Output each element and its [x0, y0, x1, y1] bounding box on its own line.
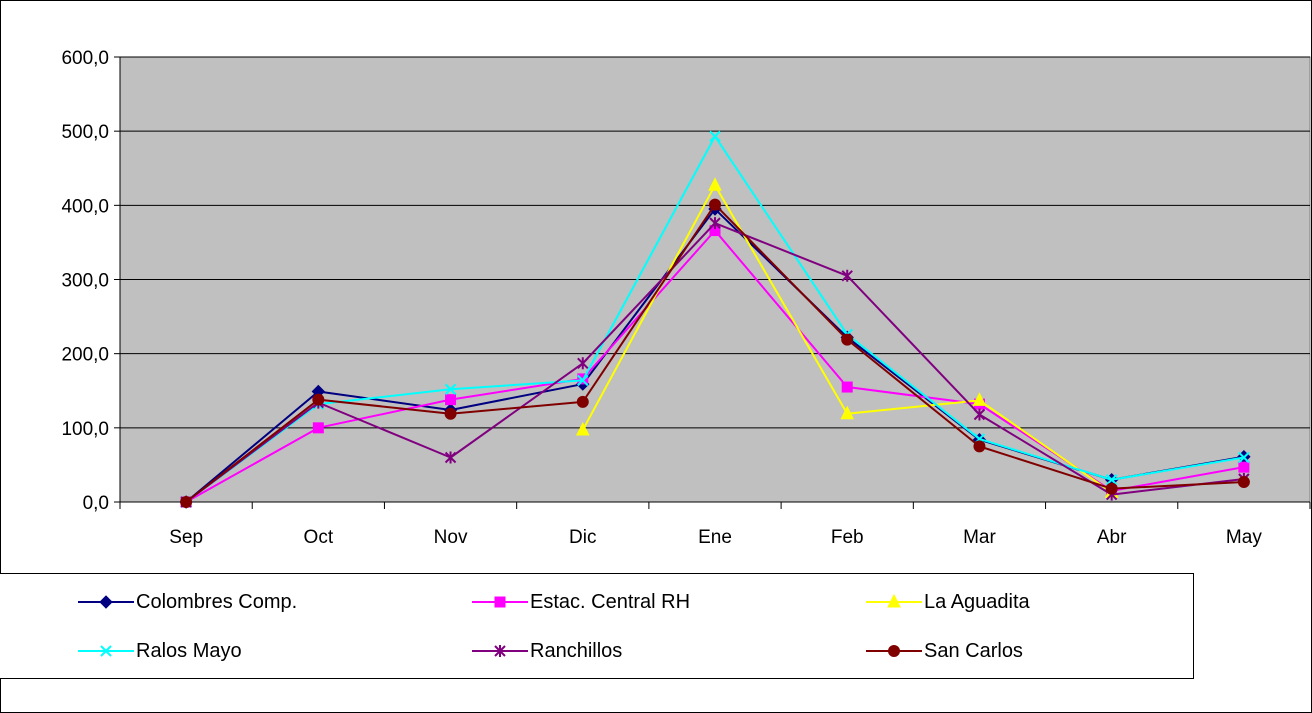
data-point — [444, 407, 457, 420]
legend-label: San Carlos — [924, 639, 1023, 662]
legend: Colombres Comp. Estac. Central RH La Aguad… — [0, 573, 1194, 679]
data-point — [841, 333, 854, 346]
legend-label: Ranchillos — [530, 639, 623, 662]
legend-label: Estac. Central RH — [530, 590, 691, 613]
x-tick-label: Oct — [304, 527, 334, 548]
data-point — [1105, 482, 1118, 495]
y-tick-label: 300,0 — [61, 271, 109, 292]
data-point — [709, 198, 721, 211]
legend-label: Ralos Mayo — [136, 639, 242, 662]
series-group — [180, 198, 1250, 508]
y-tick-label: 200,0 — [61, 345, 109, 366]
x-tick-label: Mar — [963, 527, 996, 548]
x-axis: Sep Oct Nov Dic Ene Feb Mar Abr May — [119, 501, 1311, 548]
y-tick-label: 600,0 — [61, 48, 109, 69]
data-point — [972, 392, 987, 406]
data-point — [1238, 461, 1250, 473]
data-point — [444, 383, 457, 395]
legend-item: Colombres Comp. — [78, 588, 297, 616]
legend-marker — [100, 645, 112, 657]
legend-item: San Carlos — [866, 637, 1023, 665]
legend-item: Estac. Central RH — [472, 588, 690, 616]
x-tick-label: Dic — [569, 527, 596, 548]
legend-swatch — [78, 645, 134, 657]
legend-swatch — [866, 593, 922, 608]
x-tick-label: Abr — [1097, 527, 1127, 548]
data-point — [312, 422, 324, 434]
legend-swatch — [866, 645, 922, 657]
y-tick-label: 400,0 — [61, 196, 109, 217]
legend-swatch — [472, 645, 528, 657]
data-point — [841, 269, 853, 282]
legend-item: Ranchillos — [472, 637, 622, 665]
y-tick-label: 500,0 — [61, 122, 109, 143]
x-tick-label: Feb — [831, 527, 864, 548]
data-point — [1238, 451, 1250, 464]
data-point — [577, 357, 589, 370]
data-point — [180, 496, 193, 508]
data-point — [312, 393, 325, 406]
data-point — [708, 177, 722, 191]
legend-marker — [494, 596, 506, 608]
data-point — [1237, 475, 1250, 488]
data-point — [445, 394, 457, 406]
legend-marker — [887, 593, 901, 608]
data-point — [841, 381, 853, 393]
data-point — [973, 408, 986, 421]
data-point — [973, 440, 986, 453]
data-point — [577, 374, 589, 387]
legend-marker — [494, 645, 506, 657]
data-point — [444, 451, 457, 464]
data-point — [575, 421, 590, 436]
data-point — [840, 405, 855, 420]
y-tick-label: 0,0 — [83, 493, 109, 514]
data-point — [576, 395, 589, 408]
data-point — [709, 130, 721, 143]
data-point — [1105, 474, 1118, 486]
legend-swatch — [78, 595, 134, 609]
x-tick-label: Nov — [434, 527, 468, 548]
legend-item: La Aguadita — [866, 588, 1030, 616]
series-lines — [179, 130, 1251, 509]
legend-marker — [99, 595, 113, 609]
x-tick-label: Sep — [169, 527, 203, 548]
x-tick-label: Ene — [698, 527, 732, 548]
x-tick-label: May — [1226, 527, 1262, 548]
series-group — [180, 217, 1250, 508]
legend-item: Ralos Mayo — [78, 637, 242, 665]
plot-area — [119, 56, 1311, 503]
legend-label: La Aguadita — [924, 590, 1030, 613]
legend-swatch — [472, 596, 528, 608]
y-axis: 0,0 100,0 200,0 300,0 400,0 500,0 600,0 — [61, 48, 121, 514]
data-point — [709, 217, 721, 230]
legend-marker — [888, 645, 900, 657]
y-tick-label: 100,0 — [61, 419, 109, 440]
legend-label: Colombres Comp. — [136, 590, 298, 613]
